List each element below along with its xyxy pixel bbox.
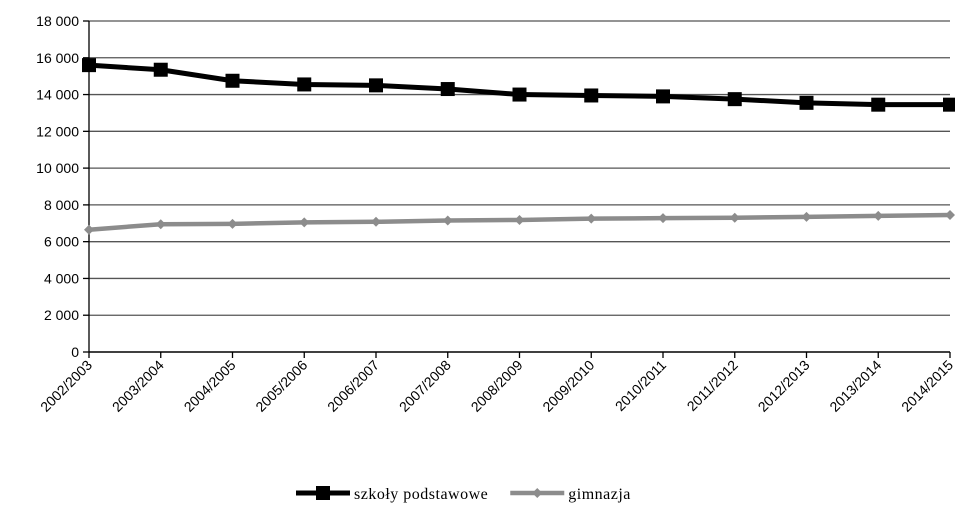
data-point-1-6: [514, 214, 525, 225]
legend-swatch-marker: [316, 486, 330, 500]
data-point-1-10: [801, 211, 812, 222]
x-tick-label: 2011/2012: [683, 357, 741, 415]
x-axis-tick-labels: 2002/2003 2003/2004 2004/2005 2005/2006 2006…: [37, 357, 955, 415]
x-tick-label: 2010/2011: [612, 357, 670, 415]
data-point-1-1: [155, 219, 166, 230]
data-point-0-7: [584, 88, 599, 103]
y-tick-label: 4 000: [44, 270, 79, 286]
y-tick-label: 10 000: [36, 160, 79, 176]
data-point-1-9: [729, 212, 740, 223]
y-tick-label: 6 000: [44, 234, 79, 250]
axes: [83, 20, 951, 358]
x-tick-label: 2004/2005: [181, 357, 239, 415]
data-point-1-12: [945, 210, 955, 221]
y-tick-label: 12 000: [36, 123, 79, 139]
y-tick-label: 0: [71, 344, 79, 360]
data-point-0-8: [656, 89, 670, 104]
x-tick-label: 2005/2006: [252, 357, 310, 415]
data-point-0-2: [225, 73, 240, 88]
legend-label: szkoły podstawowe: [354, 486, 488, 503]
data-point-0-3: [297, 77, 312, 92]
data-point-1-11: [873, 210, 884, 221]
legend: szkoły podstawowe gimnazja: [296, 486, 631, 503]
data-point-1-7: [586, 213, 597, 224]
data-point-0-10: [799, 95, 814, 110]
data-point-1-4: [371, 216, 381, 227]
series-lines: [82, 58, 955, 235]
data-point-0-6: [512, 87, 527, 102]
legend-swatch-marker: [532, 488, 543, 498]
data-point-1-2: [227, 218, 238, 229]
data-point-0-11: [871, 97, 886, 112]
y-tick-label: 16 000: [36, 50, 79, 66]
data-point-0-5: [440, 82, 455, 97]
y-tick-label: 18 000: [36, 13, 79, 29]
x-tick-label: 2007/2008: [396, 357, 454, 415]
x-tick-label: 2006/2007: [324, 357, 382, 415]
data-point-0-0: [82, 58, 96, 73]
data-point-1-8: [658, 213, 668, 224]
data-point-0-1: [153, 62, 168, 77]
x-tick-label: 2003/2004: [109, 357, 167, 415]
y-tick-label: 14 000: [36, 87, 79, 103]
data-point-0-9: [727, 92, 742, 107]
x-tick-label: 2009/2010: [539, 357, 597, 415]
y-tick-label: 2 000: [44, 307, 79, 323]
y-axis-tick-labels: 0 2 000 4 000 6 000 8 000 10 000 12 000 14 000 1…: [36, 13, 79, 360]
data-point-1-5: [442, 215, 453, 226]
x-tick-label: 2008/2009: [468, 357, 526, 415]
series-0: [82, 58, 955, 112]
data-point-0-4: [369, 78, 383, 93]
legend-label: gimnazja: [568, 486, 631, 503]
data-point-1-0: [84, 224, 94, 235]
x-tick-label: 2002/2003: [37, 357, 95, 415]
legend-item-1: gimnazja: [510, 486, 631, 503]
grid-lines: [89, 20, 950, 316]
x-tick-label: 2014/2015: [898, 357, 955, 415]
data-point-0-12: [943, 97, 955, 112]
x-tick-label: 2012/2013: [755, 357, 813, 415]
y-tick-label: 8 000: [44, 197, 79, 213]
series-1: [84, 210, 955, 235]
legend-item-0: szkoły podstawowe: [296, 486, 488, 503]
data-point-1-3: [299, 217, 310, 228]
x-tick-label: 2013/2014: [826, 357, 884, 415]
